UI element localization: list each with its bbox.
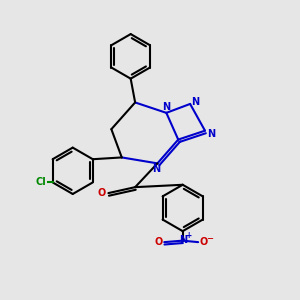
- Text: +: +: [185, 231, 191, 240]
- Text: O: O: [154, 236, 162, 247]
- Text: O: O: [200, 236, 208, 247]
- Text: O: O: [98, 188, 106, 198]
- Text: N: N: [178, 235, 187, 245]
- Text: Cl: Cl: [36, 177, 47, 188]
- Text: N: N: [162, 103, 170, 112]
- Text: N: N: [152, 164, 160, 174]
- Text: −: −: [206, 234, 213, 243]
- Text: N: N: [191, 98, 200, 107]
- Text: N: N: [208, 129, 216, 139]
